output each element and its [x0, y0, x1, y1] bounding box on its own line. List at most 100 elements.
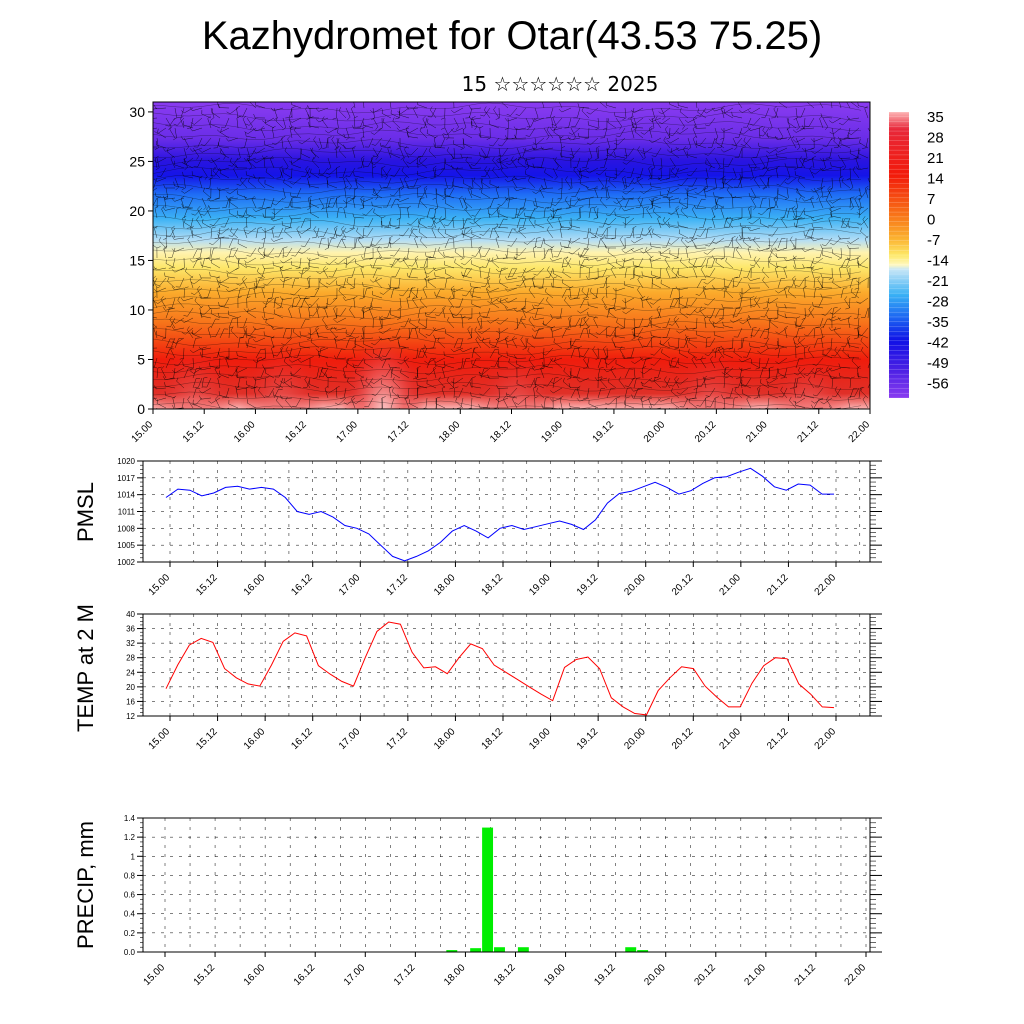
- wind-barb: [271, 125, 276, 139]
- wind-barb: [651, 157, 655, 171]
- wind-barb: [624, 387, 632, 399]
- wind-barb: [311, 147, 320, 159]
- wind-barb: [687, 137, 692, 151]
- wind-barb: [216, 285, 221, 299]
- wind-barb: [291, 102, 302, 109]
- wind-barb: [289, 157, 302, 164]
- wind-barb: [534, 396, 539, 409]
- wind-barb: [444, 199, 455, 209]
- wind-barb: [300, 237, 311, 247]
- wind-barb: [704, 147, 716, 156]
- wind-barb: [495, 297, 509, 303]
- wind-barb: [338, 167, 347, 178]
- wind-barb: [557, 187, 563, 200]
- wind-barb: [675, 167, 689, 172]
- wind-barb: [425, 252, 437, 259]
- wind-barb: [418, 318, 428, 329]
- wind-barb: [561, 328, 571, 339]
- wind-barb: [253, 174, 266, 179]
- wind-barb: [440, 107, 446, 120]
- wind-barb: [432, 327, 446, 331]
- wind-barb: [711, 107, 725, 112]
- heatmap-contour: [153, 211, 862, 222]
- wind-barb: [670, 148, 680, 159]
- wind-barb: [360, 135, 365, 149]
- wind-barb: [403, 247, 410, 259]
- wind-barb: [830, 211, 842, 219]
- wind-barb: [804, 117, 815, 127]
- wind-barb: [828, 207, 842, 212]
- wind-barb: [668, 196, 674, 209]
- wind-barb: [418, 187, 428, 198]
- wind-barb: [546, 266, 554, 279]
- wind-barb: [236, 105, 241, 119]
- wind-barb: [694, 124, 707, 129]
- heatmap-xtick-label: 19.12: [591, 419, 617, 445]
- wind-barb: [564, 317, 572, 329]
- wind-barb: [668, 341, 680, 349]
- heatmap-xtick-label: 16.12: [283, 419, 309, 445]
- wind-barb: [208, 305, 221, 310]
- wind-barb: [372, 117, 379, 130]
- wind-barb: [603, 367, 617, 373]
- wind-barb: [839, 175, 843, 189]
- wind-barb: [246, 337, 254, 349]
- wind-barb: [214, 227, 221, 240]
- wind-barb: [325, 167, 338, 175]
- wind-barb: [748, 284, 761, 289]
- wind-barb: [156, 246, 161, 259]
- wind-barb: [173, 107, 178, 121]
- wind-barb: [199, 305, 204, 319]
- wind-barb: [668, 361, 680, 369]
- wind-barb: [317, 167, 329, 177]
- wind-barb: [735, 246, 743, 259]
- wind-barb: [434, 272, 446, 279]
- wind-barb: [726, 186, 734, 199]
- wind-barb: [217, 142, 230, 149]
- wind-barb: [462, 218, 471, 229]
- wind-barb: [165, 358, 175, 369]
- wind-barb: [324, 305, 329, 319]
- wind-barb: [341, 235, 347, 249]
- wind-barb: [839, 102, 842, 109]
- xtick-label: 20.00: [622, 572, 648, 598]
- wind-barb: [462, 129, 473, 139]
- wind-barb: [766, 344, 779, 349]
- wind-barb: [261, 227, 266, 240]
- wind-barb: [381, 347, 392, 357]
- wind-barb: [504, 276, 518, 281]
- precip-bar: [517, 947, 529, 952]
- wind-barb: [400, 317, 410, 328]
- wind-barb: [168, 257, 176, 269]
- wind-barb: [831, 307, 838, 319]
- wind-barb: [714, 127, 719, 141]
- wind-barb: [383, 307, 392, 318]
- wind-barb: [381, 137, 392, 147]
- wind-barb: [270, 217, 284, 222]
- wind-barb: [233, 165, 239, 179]
- wind-barb: [696, 227, 707, 237]
- wind-barb: [155, 157, 160, 171]
- wind-barb: [532, 334, 545, 339]
- wind-barb: [160, 296, 167, 309]
- wind-barb: [381, 380, 392, 389]
- wind-barb: [331, 136, 338, 149]
- wind-barb: [344, 185, 349, 199]
- wind-barb: [400, 368, 410, 379]
- wind-barb: [614, 151, 626, 159]
- wind-barb: [483, 106, 491, 119]
- wind-barb: [236, 177, 248, 186]
- wind-barb: [264, 247, 275, 257]
- wind-barb: [403, 356, 410, 369]
- wind-barb: [196, 216, 203, 229]
- wind-barb: [319, 227, 329, 238]
- wind-barb: [772, 367, 779, 379]
- wind-barb: [343, 133, 356, 139]
- wind-barb: [729, 216, 743, 221]
- wind-barb: [495, 327, 500, 340]
- wind-barb: [702, 285, 707, 299]
- wind-barb: [183, 286, 189, 299]
- wind-barb: [551, 325, 556, 339]
- wind-barb: [784, 304, 797, 309]
- wind-barb: [221, 117, 230, 128]
